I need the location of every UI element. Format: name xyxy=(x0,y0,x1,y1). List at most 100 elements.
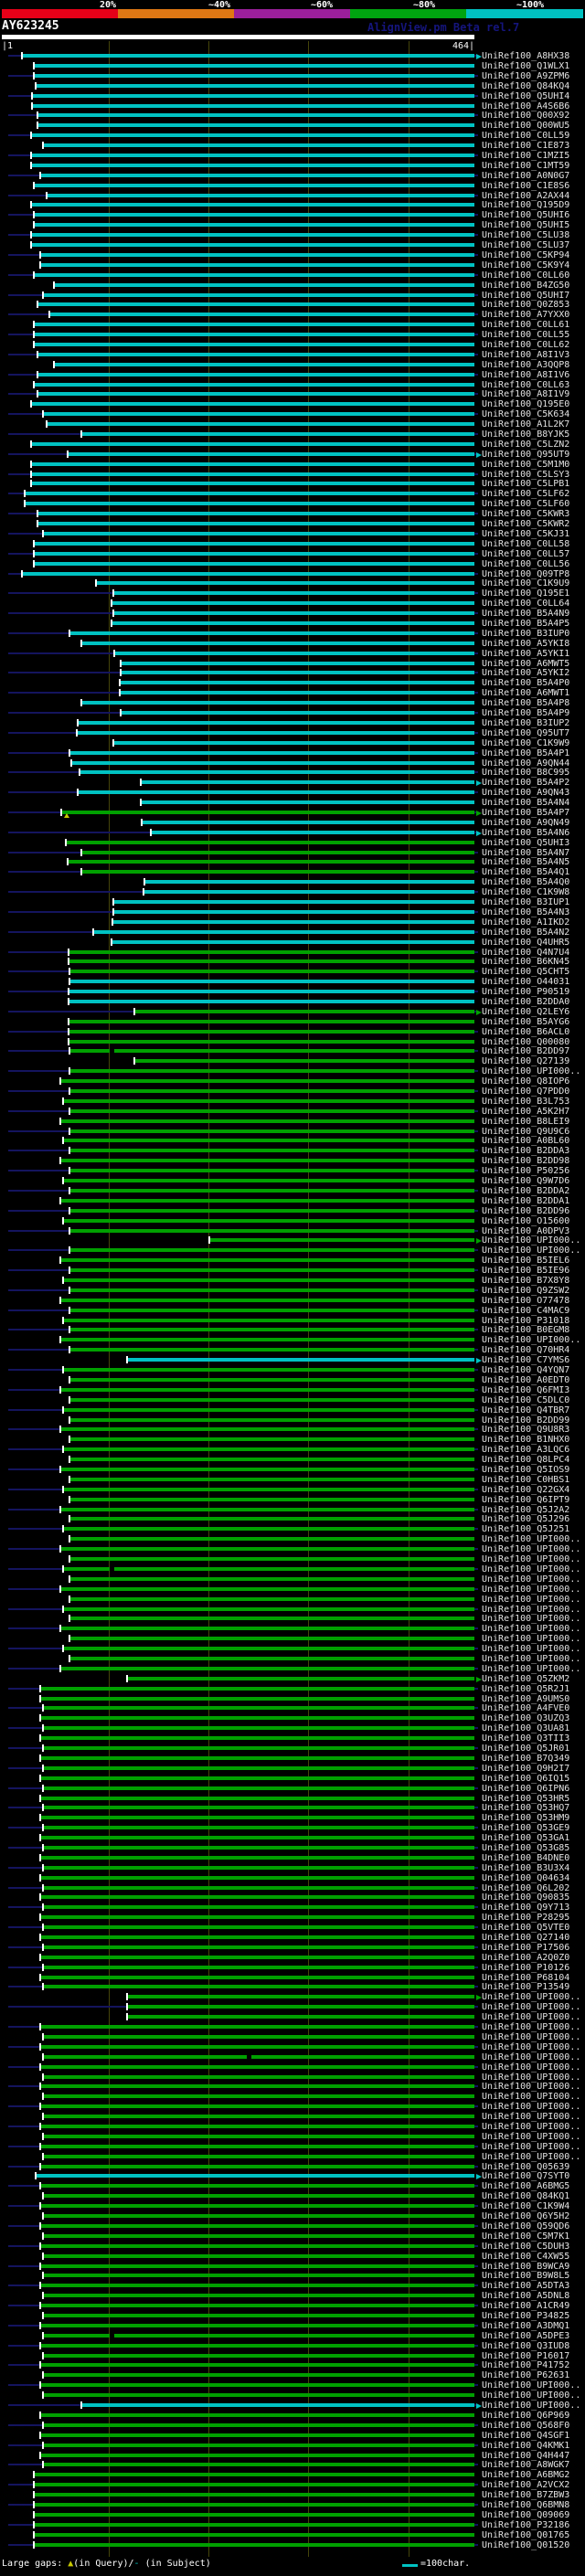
alignment-bar[interactable] xyxy=(41,2064,474,2069)
hit-label[interactable]: UniRef100_UPI000.. xyxy=(482,2112,581,2123)
alignment-bar[interactable] xyxy=(128,2005,474,2009)
hit-label[interactable]: UniRef100_UPI000.. xyxy=(482,1235,581,1246)
hit-label[interactable]: UniRef100_B5A4P9 xyxy=(482,708,570,718)
hit-label[interactable]: UniRef100_Q3UA81 xyxy=(482,1723,570,1734)
alignment-bar[interactable] xyxy=(32,243,474,247)
hit-label[interactable]: UniRef100_A6BMG2 xyxy=(482,2470,570,2481)
alignment-bar[interactable] xyxy=(115,651,474,655)
alignment-bar[interactable] xyxy=(72,760,474,765)
hit-label[interactable]: UniRef100_B9WCA9 xyxy=(482,2261,570,2272)
alignment-bar[interactable] xyxy=(35,73,474,78)
hit-label[interactable]: UniRef100_P34825 xyxy=(482,2310,570,2321)
hit-label[interactable]: UniRef100_UPI000.. xyxy=(482,1634,581,1645)
alignment-bar[interactable] xyxy=(41,2343,474,2348)
hit-label[interactable]: UniRef100_C0LL62 xyxy=(482,339,570,350)
hit-label[interactable]: UniRef100_C1MT59 xyxy=(482,160,570,171)
hit-label[interactable]: UniRef100_Q3UZQ3 xyxy=(482,1713,570,1724)
alignment-bar[interactable] xyxy=(44,1925,474,1930)
hit-label[interactable]: UniRef100_C5KP94 xyxy=(482,249,570,260)
alignment-bar[interactable] xyxy=(142,800,474,804)
alignment-bar[interactable] xyxy=(44,2373,474,2378)
alignment-bar[interactable] xyxy=(41,1935,474,1939)
hit-label[interactable]: UniRef100_UPI000.. xyxy=(482,1544,581,1555)
hit-label[interactable]: UniRef100_B6ACL0 xyxy=(482,1026,570,1037)
hit-label[interactable]: UniRef100_Q5UHI5 xyxy=(482,220,570,231)
alignment-bar[interactable] xyxy=(144,890,474,895)
hit-label[interactable]: UniRef100_Q4KMK1 xyxy=(482,2440,570,2451)
alignment-bar[interactable] xyxy=(35,2512,474,2517)
hit-label[interactable]: UniRef100_B7X8Y8 xyxy=(482,1276,570,1286)
hit-label[interactable]: UniRef100_Q6Y5H2 xyxy=(482,2211,570,2221)
hit-label[interactable]: UniRef100_Q8IOP6 xyxy=(482,1076,570,1087)
alignment-bar[interactable] xyxy=(41,2204,474,2209)
alignment-bar[interactable] xyxy=(35,382,474,387)
alignment-bar[interactable] xyxy=(44,2194,474,2199)
alignment-bar[interactable] xyxy=(64,1278,474,1282)
hit-label[interactable]: UniRef100_C1K9W8 xyxy=(482,887,570,898)
hit-label[interactable]: UniRef100_A6MWT1 xyxy=(482,688,570,699)
hit-label[interactable]: UniRef100_Q9W7D6 xyxy=(482,1176,570,1186)
alignment-bar[interactable] xyxy=(35,2493,474,2496)
alignment-bar[interactable] xyxy=(64,1139,474,1143)
hit-label[interactable]: UniRef100_B5A4N9 xyxy=(482,609,570,620)
hit-label[interactable]: UniRef100_B3IUP0 xyxy=(482,628,570,639)
hit-label[interactable]: UniRef100_Q5J2A2 xyxy=(482,1504,570,1515)
hit-label[interactable]: UniRef100_P16017 xyxy=(482,2350,570,2361)
alignment-bar[interactable] xyxy=(41,1755,474,1760)
alignment-bar[interactable] xyxy=(41,1736,474,1741)
alignment-bar[interactable] xyxy=(44,2274,474,2278)
hit-label[interactable]: UniRef100_C5LF60 xyxy=(482,499,570,510)
hit-label[interactable]: UniRef100_Q27140 xyxy=(482,1933,570,1943)
alignment-bar[interactable] xyxy=(44,2422,474,2427)
alignment-bar[interactable] xyxy=(41,2025,474,2029)
hit-label[interactable]: UniRef100_Q00X92 xyxy=(482,111,570,122)
alignment-bar[interactable] xyxy=(41,262,474,267)
hit-label[interactable]: UniRef100_Q53HQ7 xyxy=(482,1803,570,1814)
hit-label[interactable]: UniRef100_UPI000.. xyxy=(482,2031,581,2042)
hit-label[interactable]: UniRef100_B3IUP1 xyxy=(482,897,570,907)
hit-label[interactable]: UniRef100_UPI000.. xyxy=(482,1594,581,1605)
alignment-bar[interactable] xyxy=(55,362,474,366)
hit-label[interactable]: UniRef100_B5A4N4 xyxy=(482,798,570,808)
alignment-bar[interactable] xyxy=(48,422,474,427)
alignment-bar[interactable] xyxy=(44,1965,474,1969)
hit-label[interactable]: UniRef100_A6BMG5 xyxy=(482,2181,570,2192)
alignment-bar[interactable] xyxy=(26,502,474,506)
alignment-bar[interactable] xyxy=(64,1447,474,1452)
alignment-bar[interactable] xyxy=(44,1806,474,1810)
alignment-bar[interactable] xyxy=(35,541,474,546)
alignment-bar[interactable] xyxy=(61,1507,474,1511)
alignment-bar[interactable] xyxy=(70,1169,474,1173)
alignment-bar[interactable] xyxy=(35,63,474,68)
alignment-bar[interactable] xyxy=(114,900,474,904)
alignment-bar[interactable] xyxy=(61,1298,474,1302)
alignment-bar[interactable] xyxy=(70,1576,474,1581)
alignment-bar[interactable] xyxy=(44,2233,474,2238)
alignment-bar[interactable] xyxy=(64,1647,474,1650)
alignment-bar[interactable] xyxy=(41,2144,474,2148)
hit-label[interactable]: UniRef100_Q195E1 xyxy=(482,588,570,599)
hit-label[interactable]: UniRef100_O44031 xyxy=(482,977,570,988)
alignment-bar[interactable] xyxy=(35,551,474,556)
alignment-bar[interactable] xyxy=(69,949,474,954)
alignment-bar[interactable] xyxy=(114,740,474,745)
alignment-bar[interactable] xyxy=(33,93,474,98)
hit-label[interactable]: UniRef100_P41752 xyxy=(482,2360,570,2371)
hit-label[interactable]: UniRef100_P31018 xyxy=(482,1315,570,1326)
alignment-bar[interactable] xyxy=(44,1826,474,1830)
hit-label[interactable]: UniRef100_UPI000.. xyxy=(482,1534,581,1545)
alignment-bar[interactable] xyxy=(61,1547,474,1552)
alignment-bar[interactable] xyxy=(38,123,474,128)
alignment-bar[interactable] xyxy=(44,2353,474,2358)
alignment-bar[interactable] xyxy=(82,701,474,705)
hit-label[interactable]: UniRef100_P90519 xyxy=(482,987,570,997)
alignment-bar[interactable] xyxy=(41,1875,474,1880)
alignment-bar[interactable] xyxy=(64,1098,474,1103)
hit-label[interactable]: UniRef100_P13549 xyxy=(482,1982,570,1993)
alignment-bar[interactable] xyxy=(35,2483,474,2487)
alignment-bar[interactable] xyxy=(41,1895,474,1900)
hit-label[interactable]: UniRef100_P17506 xyxy=(482,1942,570,1953)
hit-label[interactable]: UniRef100_UPI000.. xyxy=(482,2051,581,2062)
alignment-bar[interactable] xyxy=(41,2243,474,2248)
hit-label[interactable]: UniRef100_UPI000.. xyxy=(482,2380,581,2391)
